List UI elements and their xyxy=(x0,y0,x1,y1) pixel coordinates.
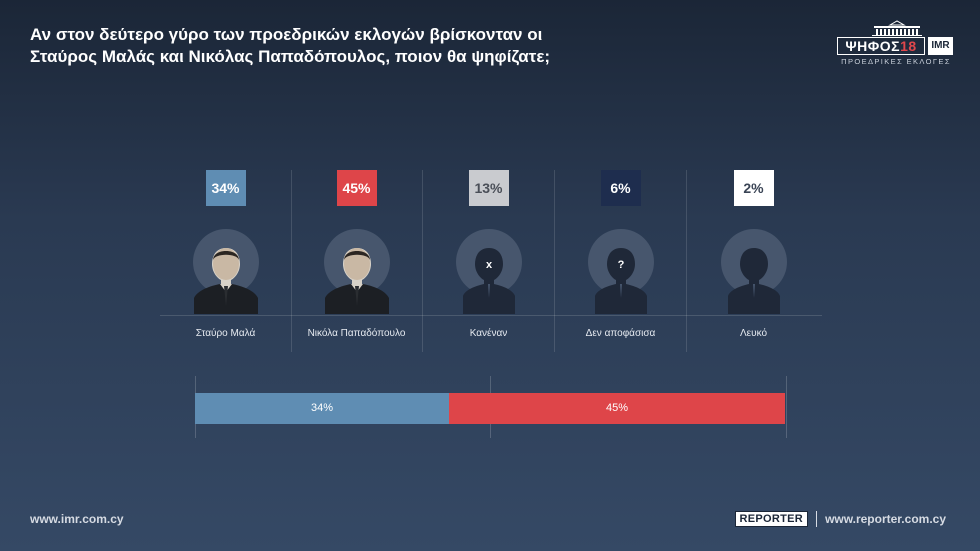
imr-url[interactable]: www.imr.com.cy xyxy=(30,512,124,526)
title-line-1: Αν στον δεύτερο γύρο των προεδρικών εκλο… xyxy=(30,25,543,44)
svg-text:?: ? xyxy=(618,259,625,271)
brand-subtitle: ΠΡΟΕΔΡΙΚΕΣ ΕΚΛΟΓΕΣ xyxy=(841,57,951,66)
candidate-photo xyxy=(190,228,262,314)
percentage-badge: 45% xyxy=(336,170,377,206)
brand-word: ΨΗΦΟΣ xyxy=(845,38,901,54)
percentage-badge: 34% xyxy=(205,170,246,206)
footer-separator xyxy=(816,511,818,527)
reporter-logo: REPORTER xyxy=(734,511,809,527)
candidate-name: Λευκό xyxy=(739,328,768,339)
bar-segment-malas: 34% xyxy=(195,393,449,424)
card-malas: 34% Σταύρο Μαλά xyxy=(160,170,292,352)
title-line-2: Σταύρος Μαλάς και Νικόλας Παπαδόπουλος, … xyxy=(30,47,551,66)
percentage-badge: 2% xyxy=(733,170,774,206)
bar-grid-line xyxy=(786,376,787,438)
psifos-wordmark: ΨΗΦΟΣ18 xyxy=(837,37,925,55)
reporter-url[interactable]: www.reporter.com.cy xyxy=(825,512,946,526)
stacked-bar-area: 34% 45% xyxy=(195,376,787,438)
psifos-logo: ΨΗΦΟΣ18 IMR ΠΡΟΕΔΡΙΚΕΣ ΕΚΛΟΓΕΣ xyxy=(837,20,957,68)
chart-title: Αν στον δεύτερο γύρο των προεδρικών εκλο… xyxy=(30,24,670,68)
brand-year: 18 xyxy=(900,38,917,54)
divider-line xyxy=(160,315,822,316)
candidate-name: Σταύρο Μαλά xyxy=(195,328,256,339)
person-silhouette-icon xyxy=(718,228,790,314)
card-blank: 2% Λευκό xyxy=(688,170,819,352)
candidate-name: Δεν αποφάσισα xyxy=(585,328,656,339)
candidate-photo xyxy=(321,228,393,314)
imr-logo: IMR xyxy=(928,37,953,55)
person-silhouette-icon: x xyxy=(453,228,525,314)
candidate-name: Κανέναν xyxy=(469,328,508,339)
bar-segment-papadopoulos: 45% xyxy=(449,393,785,424)
person-silhouette-icon: ? xyxy=(585,228,657,314)
card-none: 13% x Κανέναν xyxy=(423,170,555,352)
candidate-name: Νικόλα Παπαδόπουλο xyxy=(307,328,406,339)
card-undecided: 6%? Δεν αποφάσισα xyxy=(555,170,687,352)
card-papadopoulos: 45% Νικόλα Παπαδόπουλο xyxy=(291,170,423,352)
svg-text:x: x xyxy=(486,259,493,271)
percentage-badge: 6% xyxy=(600,170,641,206)
percentage-badge: 13% xyxy=(468,170,509,206)
reporter-footer: REPORTER www.reporter.com.cy xyxy=(734,510,946,528)
parliament-building-icon xyxy=(872,20,922,36)
